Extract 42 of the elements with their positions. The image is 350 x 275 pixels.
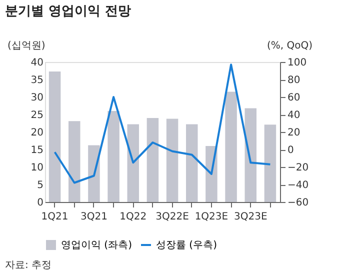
- legend-label: 성장률 (우측): [156, 240, 218, 251]
- bar: [146, 118, 159, 202]
- y-tick-label: 25: [30, 110, 44, 121]
- x-tick-label: 3Q23E: [234, 212, 268, 222]
- bar: [186, 124, 198, 202]
- y2-tick-label: 60: [288, 92, 300, 104]
- y-tick-label: 15: [30, 145, 44, 156]
- y-tick-label: 10: [30, 162, 44, 174]
- y2-tick-label: −40: [288, 180, 309, 191]
- y2-tick-label: 80: [288, 75, 300, 86]
- chart-title: 분기별 영업이익 전망: [5, 4, 132, 19]
- bar: [108, 111, 120, 202]
- y-tick-label: 5: [37, 180, 44, 191]
- y2-tick-label: 100: [288, 58, 307, 68]
- y2-axis-title: (%, QoQ): [266, 40, 313, 52]
- bar: [166, 118, 178, 202]
- bar: [68, 121, 80, 202]
- line-series: [54, 64, 272, 184]
- bar: [127, 124, 139, 202]
- bar: [88, 145, 100, 202]
- bar: [264, 124, 276, 202]
- y2-tick-label: 20: [288, 128, 300, 138]
- y2-tick-label: 0: [288, 145, 294, 156]
- y-tick-label: 35: [30, 75, 44, 86]
- bar: [48, 71, 61, 202]
- x-tick-label: 3Q21: [80, 212, 108, 222]
- bar: [244, 108, 256, 202]
- y-axis-title: (십억원): [8, 40, 46, 52]
- y-tick-label: 40: [30, 58, 44, 68]
- y-tick-label: 20: [30, 128, 44, 138]
- y-tick-label: 30: [30, 92, 44, 104]
- x-tick-label: 1Q21: [41, 212, 68, 222]
- y2-tick-label: −60: [288, 198, 309, 208]
- x-tick-label: 3Q22E: [156, 212, 189, 222]
- y-tick-label: 0: [37, 198, 44, 208]
- x-tick-label: 1Q22: [120, 212, 147, 222]
- bar: [225, 92, 237, 202]
- x-tick-label: 1Q23E: [194, 212, 228, 222]
- text: 자료: 추정: [5, 260, 52, 271]
- y2-tick-label: −20: [288, 162, 309, 174]
- y2-tick-label: 40: [288, 110, 300, 121]
- legend-label: 영업이익 (좌측): [61, 240, 132, 251]
